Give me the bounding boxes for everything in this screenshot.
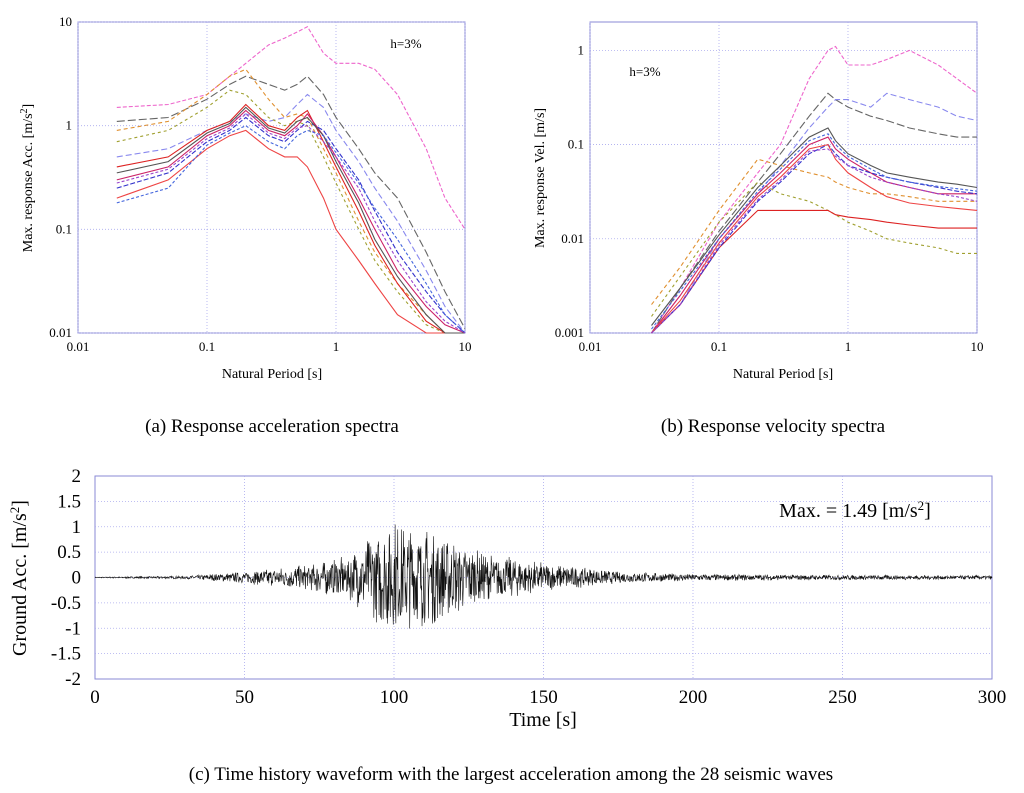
series-b-1 xyxy=(651,45,978,334)
y-tick-label-b-3: 1 xyxy=(578,42,585,57)
grid-c xyxy=(95,476,992,679)
x-tick-label-a-1: 0.1 xyxy=(199,339,215,354)
annotation-b: h=3% xyxy=(629,64,660,79)
x-tick-label-c-0: 0 xyxy=(90,687,100,708)
series-a-9 xyxy=(116,129,465,334)
panel-c-time-history: 0 50 100 150 200 250 30021.510.50-0.5-1-1.5-2 … xyxy=(7,466,1006,785)
y-tick-label-a-3: 10 xyxy=(59,14,72,29)
x-tick-label-a-0: 0.01 xyxy=(67,339,90,354)
series-group-b xyxy=(651,45,978,334)
x-tick-label-c-5: 250 xyxy=(828,687,857,708)
y-tick-label-a-2: 1 xyxy=(66,118,73,133)
series-b-10 xyxy=(651,127,978,326)
ticks-a: 0.01 0.1 1 10 0.01 0.1 1 10 xyxy=(49,14,471,354)
y-tick-label-b-1: 0.01 xyxy=(561,231,584,246)
series-group-a xyxy=(116,25,466,334)
x-tick-label-a-3: 10 xyxy=(459,339,472,354)
grid-b xyxy=(589,22,978,334)
y-tick-label-c-8: -2 xyxy=(65,669,81,690)
series-a-8 xyxy=(116,116,466,334)
y-tick-label-c-2: 1 xyxy=(72,517,82,538)
series-a-7 xyxy=(116,109,466,334)
y-tick-label-c-3: 0.5 xyxy=(57,542,81,563)
y-tick-label-c-1: 1.5 xyxy=(57,491,81,512)
y-axis-label-b: Max. response Vel. [m/s] xyxy=(533,108,548,248)
caption-a: (a) Response acceleration spectra xyxy=(145,416,399,437)
y-tick-label-b-2: 0.1 xyxy=(568,137,584,152)
y-tick-label-c-0: 2 xyxy=(72,466,82,487)
ticks-c: 0 50 100 150 200 250 300 2 1.5 1 0.5 0 -0.5 -1 -1.5 -2 xyxy=(51,466,1006,708)
y-axis-label-a: Max. response Acc. [m/s2] xyxy=(19,104,36,252)
annotation-a: h=3% xyxy=(390,36,421,51)
y-tick-label-c-4: 0 xyxy=(72,568,82,589)
series-a-10 xyxy=(116,106,465,334)
series-a-11 xyxy=(116,113,466,334)
caption-b: (b) Response velocity spectra xyxy=(661,416,886,437)
y-tick-label-c-5: -0.5 xyxy=(51,593,81,614)
waveform-line xyxy=(94,524,993,629)
x-tick-label-b-1: 0.1 xyxy=(711,339,727,354)
y-tick-label-a-0: 0.01 xyxy=(49,325,72,340)
x-tick-label-b-2: 1 xyxy=(845,339,852,354)
series-a-12 xyxy=(116,125,466,334)
y-tick-label-c-7: -1.5 xyxy=(51,644,81,665)
max-annotation: Max. = 1.49 [m/s2] xyxy=(779,498,931,522)
x-tick-label-c-2: 100 xyxy=(380,687,409,708)
series-b-9 xyxy=(651,143,978,334)
x-tick-label-c-3: 150 xyxy=(529,687,558,708)
grid-a xyxy=(77,21,466,334)
series-a-2 xyxy=(116,75,466,329)
y-axis-label-c: Ground Acc. [m/s2] xyxy=(7,500,31,656)
x-axis-label-a: Natural Period [s] xyxy=(222,367,322,382)
x-tick-label-c-6: 300 xyxy=(978,687,1007,708)
series-b-11 xyxy=(651,148,978,334)
panel-a-acceleration-spectra: 0.01 0.1 1 10 0.01 0.1 1 10 h=3% Natural Period… xyxy=(19,14,472,437)
series-b-4 xyxy=(651,158,977,305)
series-b-6 xyxy=(651,209,977,334)
x-tick-label-a-2: 1 xyxy=(333,339,340,354)
x-tick-label-c-4: 200 xyxy=(679,687,708,708)
x-tick-label-b-3: 10 xyxy=(971,339,984,354)
x-axis-label-b: Natural Period [s] xyxy=(733,367,833,382)
y-tick-label-b-0: 0.001 xyxy=(555,325,584,340)
x-tick-label-c-1: 50 xyxy=(235,687,254,708)
x-tick-label-b-0: 0.01 xyxy=(579,339,602,354)
series-a-6 xyxy=(116,103,465,334)
caption-c: (c) Time history waveform with the large… xyxy=(189,764,833,785)
x-axis-label-c: Time [s] xyxy=(509,709,577,731)
y-tick-label-c-6: -1 xyxy=(65,618,81,639)
series-a-1 xyxy=(116,25,466,230)
series-b-8 xyxy=(651,143,978,334)
series-b-5 xyxy=(651,181,977,317)
y-tick-label-a-1: 0.1 xyxy=(56,221,72,236)
